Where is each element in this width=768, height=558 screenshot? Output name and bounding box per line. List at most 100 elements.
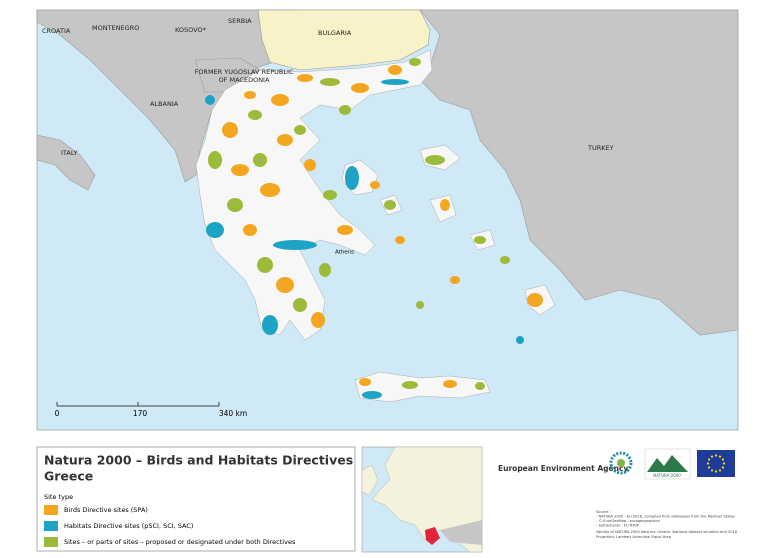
inset-greece [425, 527, 440, 545]
map: CROATIA MONTENEGRO SERBIA KOSOVO* BULGAR… [36, 9, 739, 431]
site-patch [297, 74, 313, 82]
source: Source :- NATURA 2000 - EU 2016, compile… [596, 510, 738, 539]
inset-turkey [440, 520, 482, 545]
greece-mainland [195, 49, 433, 341]
country-label: KOSOVO* [175, 26, 207, 34]
natura-logo-hills [647, 455, 688, 472]
legend-panel: Natura 2000 – Birds and Habitats Directi… [36, 446, 356, 552]
eu-star [721, 466, 725, 469]
site-patch [253, 153, 267, 167]
eu-star [706, 462, 710, 465]
eu-star [718, 455, 722, 458]
inset-map [361, 446, 483, 553]
site-patch [205, 95, 215, 105]
site-patch [271, 94, 289, 106]
site-patch [409, 58, 421, 66]
eea-logo-core [617, 459, 625, 467]
logos: European Environment Agency NATURA 2000 … [498, 448, 738, 539]
site-patch [384, 200, 396, 210]
site-patch [262, 315, 278, 335]
site-patch [248, 110, 262, 120]
eu-star [714, 470, 718, 473]
site-patch [276, 277, 294, 293]
site-patch [323, 190, 337, 200]
legend-label: Habitats Directive sites (pSCI, SCI, SAC… [64, 522, 193, 530]
site-patch [500, 256, 510, 264]
site-patch [440, 199, 450, 211]
country-label: TURKEY [587, 144, 614, 152]
site-patch [527, 293, 543, 307]
site-patch [320, 78, 340, 86]
site-patch [345, 166, 359, 190]
site-patch [304, 159, 316, 171]
legend-heading: Site type [44, 493, 73, 501]
site-patch [443, 380, 457, 388]
site-patch [337, 225, 353, 235]
site-patch [243, 224, 257, 236]
scale-label: 170 [133, 409, 148, 418]
eea-logo [609, 451, 633, 475]
eu-star [722, 462, 726, 465]
subtitle: Greece [44, 469, 93, 484]
legend-label: Sites – or parts of sites – proposed or … [64, 538, 296, 546]
site-patches [205, 58, 543, 399]
site-patch [257, 257, 273, 273]
site-patch [388, 65, 402, 75]
site-patch [294, 125, 306, 135]
site-patch [244, 91, 256, 99]
city-label: Athens [335, 250, 354, 256]
legend-swatch [44, 521, 58, 531]
title: Natura 2000 – Birds and Habitats Directi… [44, 453, 353, 468]
eu-stars [706, 454, 726, 473]
site-patch [450, 276, 460, 284]
inset-uk [361, 464, 379, 496]
eu-star [710, 455, 714, 458]
scale-label: 340 km [219, 409, 247, 418]
source-line: Source : [596, 510, 611, 514]
legend-label: Birds Directive sites (SPA) [64, 506, 148, 514]
site-patch [208, 151, 222, 169]
site-patch [293, 298, 307, 312]
site-patch [311, 312, 325, 328]
site-patch [474, 236, 486, 244]
site-patch [475, 382, 485, 390]
agency-name: European Environment Agency [498, 464, 628, 473]
site-patch [277, 134, 293, 146]
source-line: - © EuroGeoMap - eurogeographics [596, 519, 660, 523]
site-patch [339, 105, 351, 115]
site-patch [273, 240, 317, 250]
panel-frame [36, 446, 356, 552]
site-patch [231, 164, 249, 176]
legend: Birds Directive sites (SPA) Habitats Dire… [44, 505, 296, 547]
eu-star [721, 458, 725, 461]
source-line: - Settlements - EU RTDP [596, 524, 640, 528]
legend-swatch [44, 537, 58, 547]
eu-star [707, 466, 711, 469]
site-patch [416, 301, 424, 309]
site-patch [362, 391, 382, 399]
scale-label: 0 [55, 409, 60, 418]
country-label: OF MACEDONIA [219, 76, 270, 84]
site-patch [351, 83, 369, 93]
site-patch [359, 378, 371, 386]
natura-logo-text: NATURA 2000 [653, 473, 681, 478]
eu-star [707, 458, 711, 461]
site-patch [370, 181, 380, 189]
italy [36, 134, 96, 191]
site-patch [206, 222, 224, 238]
site-patch [260, 183, 280, 197]
country-label: ALBANIA [150, 100, 179, 108]
eu-star [710, 469, 714, 472]
site-patch [425, 155, 445, 165]
eu-flag [697, 450, 735, 477]
country-label: BULGARIA [318, 29, 352, 37]
country-label: ITALY [61, 149, 78, 157]
site-patch [516, 336, 524, 344]
inset-europe [371, 446, 483, 553]
site-patch [381, 79, 409, 85]
eu-star [714, 454, 718, 457]
source-line: Validity of NATURA 2000 data for: Greece… [596, 530, 738, 534]
country-label: FORMER YUGOSLAV REPUBLIC [195, 68, 294, 76]
site-patch [395, 236, 405, 244]
